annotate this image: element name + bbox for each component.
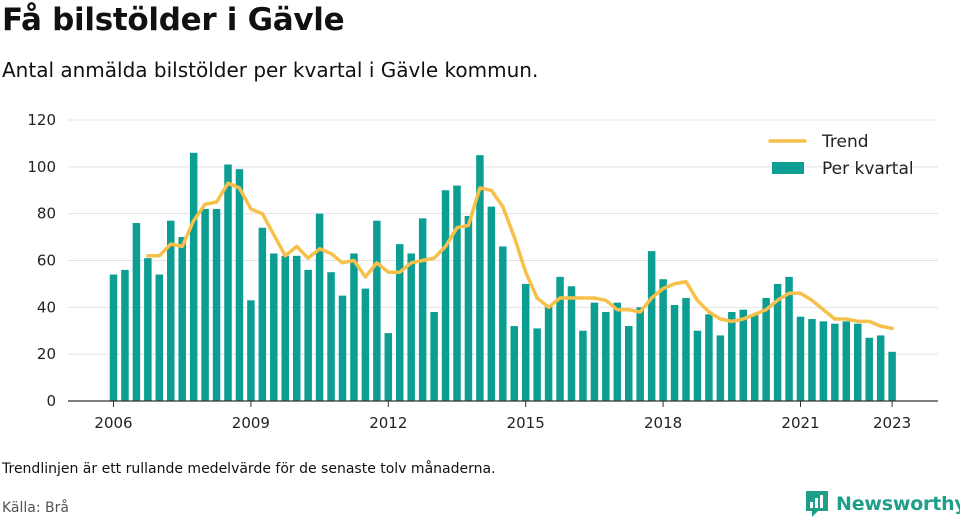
bar (579, 330, 587, 401)
source-label: Källa: Brå (2, 500, 69, 516)
x-tick-label: 2021 (781, 414, 819, 432)
y-tick-label: 60 (37, 252, 56, 270)
bar (235, 169, 244, 401)
bar (499, 246, 507, 401)
bar (625, 326, 633, 401)
bar (888, 351, 896, 401)
trend-line (146, 181, 894, 331)
bar (762, 297, 770, 401)
bar (224, 164, 232, 401)
bar (464, 216, 473, 401)
bar (247, 300, 255, 401)
quarterly-bars (109, 152, 896, 401)
bar (796, 316, 805, 401)
bar (670, 304, 679, 401)
bar (178, 237, 186, 401)
bar (418, 218, 427, 401)
x-tick-label: 2018 (644, 414, 682, 432)
bar (521, 283, 530, 401)
bar (396, 244, 404, 401)
bar (430, 312, 438, 401)
bar (602, 312, 610, 401)
bar (384, 333, 393, 401)
chart-legend: Trend Per kvartal (768, 132, 914, 179)
chart-subtitle: Antal anmälda bilstölder per kvartal i G… (2, 58, 539, 82)
bar (854, 323, 862, 401)
bar (728, 312, 736, 401)
chart-title: Få bilstölder i Gävle (2, 2, 345, 38)
bar (281, 255, 289, 401)
bar (453, 185, 461, 401)
bar (647, 251, 656, 401)
bar (292, 255, 301, 401)
bar (544, 304, 553, 401)
x-tick-label: 2009 (232, 414, 270, 432)
bar (487, 206, 496, 401)
y-tick-label: 120 (27, 111, 56, 129)
bar (373, 220, 381, 401)
bar (785, 276, 793, 401)
bar (476, 155, 484, 401)
bar-line-chart: 0 20 40 60 80 100 120 2006 2009 2012 2015 2018 2021… (27, 111, 938, 432)
bar (750, 314, 759, 401)
bar (693, 330, 702, 401)
y-tick-label: 20 (37, 345, 56, 363)
bar (304, 269, 312, 401)
bar (808, 319, 816, 401)
bar (533, 328, 541, 401)
bar (567, 286, 576, 401)
y-tick-label: 80 (37, 205, 56, 223)
bar (865, 337, 873, 401)
bar (876, 335, 885, 401)
bar (510, 326, 518, 401)
legend-trend-label: Trend (821, 132, 869, 152)
bar (682, 297, 690, 401)
x-tick-label: 2015 (507, 414, 545, 432)
bar (842, 321, 851, 401)
bar (201, 208, 209, 401)
bar (636, 307, 644, 401)
bar (407, 253, 415, 401)
bar (270, 253, 278, 401)
bar (212, 208, 221, 401)
bar (773, 283, 782, 401)
y-tick-label: 40 (37, 298, 56, 316)
bar (155, 274, 164, 401)
bar (361, 288, 370, 401)
bar (716, 335, 725, 401)
newsworthy-logo-text: Newsworthy (836, 493, 960, 515)
bar (441, 190, 450, 401)
bar (144, 258, 152, 401)
bar (739, 309, 747, 401)
newsworthy-logo: Newsworthy (804, 489, 960, 519)
y-tick-label: 0 (46, 392, 56, 410)
bar (705, 314, 713, 401)
x-tick-label: 2006 (94, 414, 132, 432)
x-axis-ticks: 2006 2009 2012 2015 2018 2021 2023 (94, 401, 911, 432)
bar (109, 274, 118, 401)
legend-bar-label: Per kvartal (822, 159, 914, 179)
y-tick-label: 100 (27, 158, 56, 176)
bar (613, 302, 622, 401)
bar (132, 223, 141, 401)
bar (167, 220, 175, 401)
bar (189, 152, 198, 401)
newsworthy-logo-icon (806, 491, 828, 517)
bar (819, 321, 828, 401)
x-tick-label: 2023 (873, 414, 911, 432)
bar (831, 323, 839, 401)
x-tick-label: 2012 (369, 414, 407, 432)
y-axis-ticks: 0 20 40 60 80 100 120 (27, 111, 56, 410)
bar (258, 227, 267, 401)
bar (556, 276, 564, 401)
bar (327, 272, 335, 401)
bar (315, 213, 324, 401)
footnote: Trendlinjen är ett rullande medelvärde f… (2, 461, 496, 477)
bar (338, 295, 347, 401)
bar (121, 269, 129, 401)
bar (659, 279, 667, 401)
bar (590, 302, 599, 401)
legend-bar-swatch (772, 162, 804, 174)
bar (350, 253, 358, 401)
